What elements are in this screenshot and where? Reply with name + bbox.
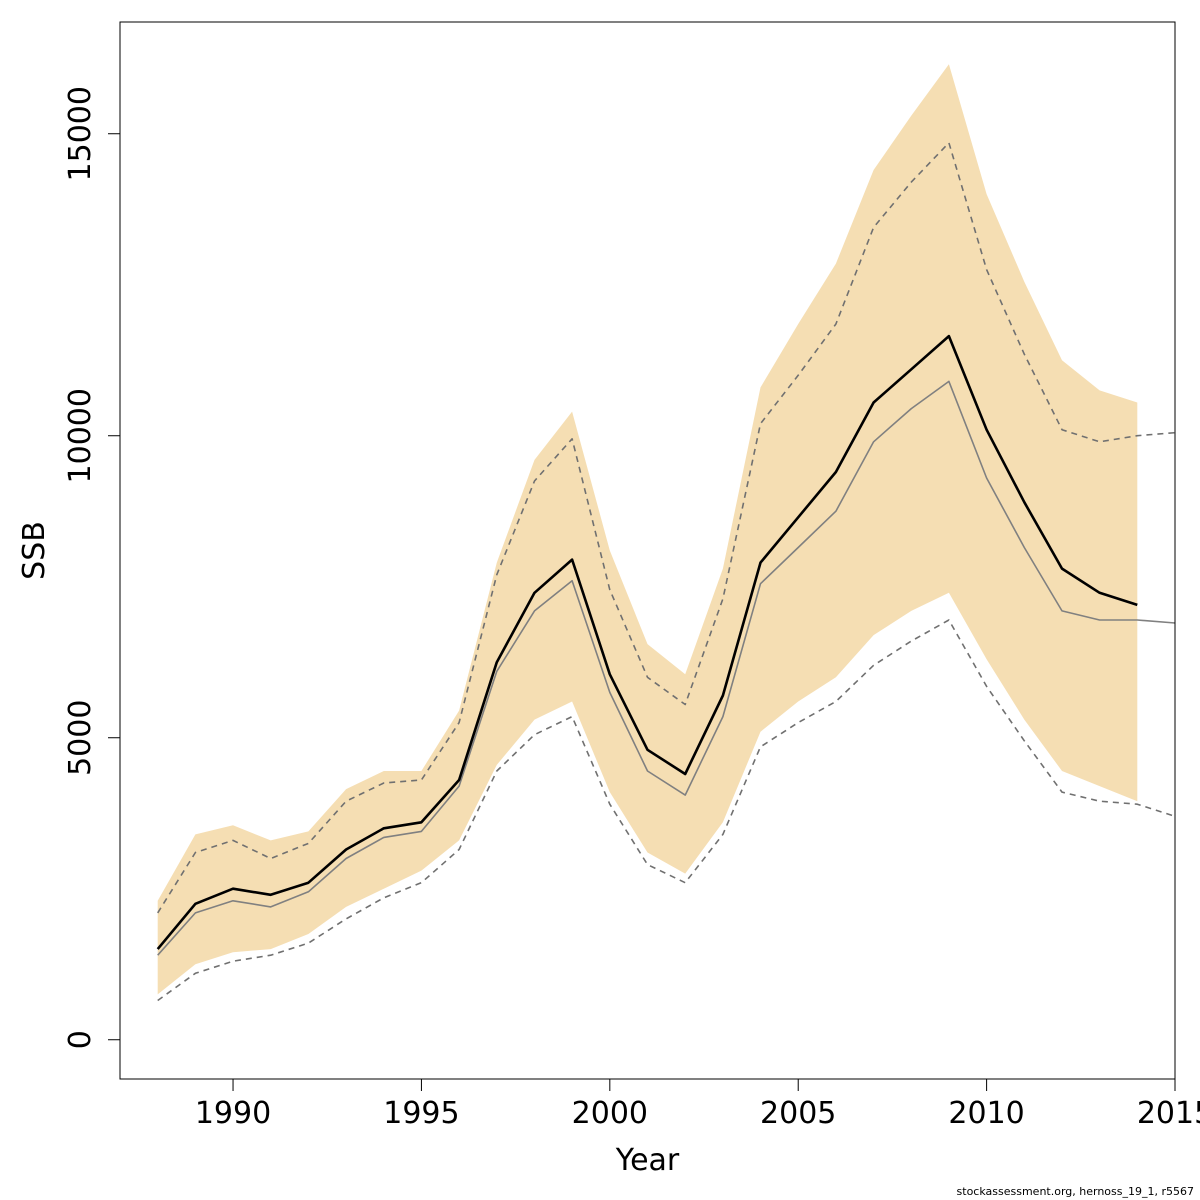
x-tick-label: 1990 [195,1096,271,1131]
x-axis: 1990 1995 2000 2005 2010 2015 [195,1079,1200,1131]
x-tick-label: 2015 [1137,1096,1200,1131]
x-axis-title: Year [615,1143,680,1178]
x-tick-label: 2005 [760,1096,836,1131]
series-layer [156,142,1176,1002]
y-axis: 0 5000 10000 15000 [63,86,120,1049]
x-tick-label: 2010 [948,1096,1024,1131]
x-tick-label: 2000 [572,1096,648,1131]
estimate-line [156,334,1138,950]
reference-line [157,380,1176,956]
upper-bound-line [157,142,1176,914]
plot-frame [119,21,1176,1080]
y-tick-label: 10000 [63,388,98,483]
y-tick-label: 15000 [63,86,98,181]
confidence-band [157,64,1138,995]
credit-text: stockassessment.org, hernoss_19_1, r5567 [956,1185,1194,1198]
y-tick-label: 0 [63,1030,98,1049]
y-axis-title: SSB [17,521,52,580]
lower-bound-line [157,619,1176,1002]
x-tick-label: 1995 [383,1096,459,1131]
confidence-band-layer [157,64,1138,995]
y-tick-label: 5000 [63,700,98,776]
